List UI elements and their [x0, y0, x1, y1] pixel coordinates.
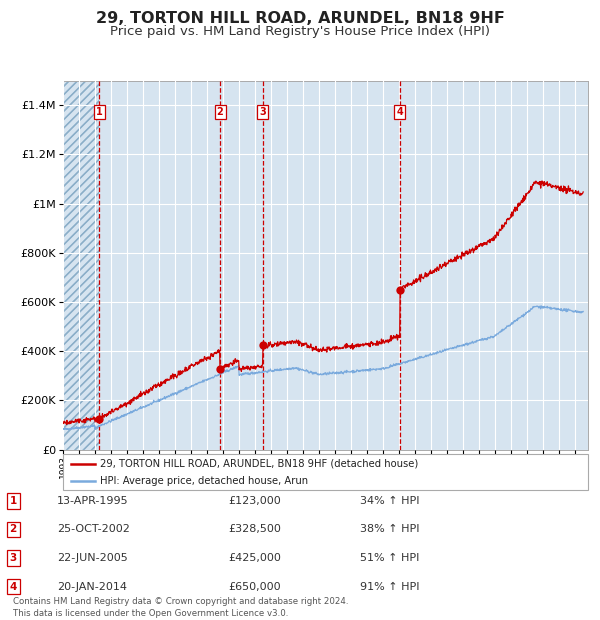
Text: 13-APR-1995: 13-APR-1995: [57, 496, 128, 506]
FancyBboxPatch shape: [63, 454, 588, 490]
Text: Price paid vs. HM Land Registry's House Price Index (HPI): Price paid vs. HM Land Registry's House …: [110, 25, 490, 38]
Text: 2: 2: [217, 107, 223, 117]
Text: 51% ↑ HPI: 51% ↑ HPI: [360, 553, 419, 563]
Text: 20-JAN-2014: 20-JAN-2014: [57, 582, 127, 591]
Text: £328,500: £328,500: [228, 525, 281, 534]
Text: 38% ↑ HPI: 38% ↑ HPI: [360, 525, 419, 534]
Text: 3: 3: [10, 553, 17, 563]
Text: 25-OCT-2002: 25-OCT-2002: [57, 525, 130, 534]
Bar: [63, 81, 100, 450]
Text: £425,000: £425,000: [228, 553, 281, 563]
Text: HPI: Average price, detached house, Arun: HPI: Average price, detached house, Arun: [100, 476, 308, 486]
Text: 4: 4: [10, 582, 17, 591]
Text: 2: 2: [10, 525, 17, 534]
Text: 3: 3: [259, 107, 266, 117]
Text: Contains HM Land Registry data © Crown copyright and database right 2024.
This d: Contains HM Land Registry data © Crown c…: [13, 597, 349, 618]
Text: 22-JUN-2005: 22-JUN-2005: [57, 553, 128, 563]
Text: 1: 1: [10, 496, 17, 506]
Text: £123,000: £123,000: [228, 496, 281, 506]
Text: £650,000: £650,000: [228, 582, 281, 591]
Text: 34% ↑ HPI: 34% ↑ HPI: [360, 496, 419, 506]
Text: 29, TORTON HILL ROAD, ARUNDEL, BN18 9HF: 29, TORTON HILL ROAD, ARUNDEL, BN18 9HF: [95, 11, 505, 26]
Text: 91% ↑ HPI: 91% ↑ HPI: [360, 582, 419, 591]
Text: 4: 4: [397, 107, 403, 117]
Text: 29, TORTON HILL ROAD, ARUNDEL, BN18 9HF (detached house): 29, TORTON HILL ROAD, ARUNDEL, BN18 9HF …: [100, 459, 418, 469]
Text: 1: 1: [96, 107, 103, 117]
